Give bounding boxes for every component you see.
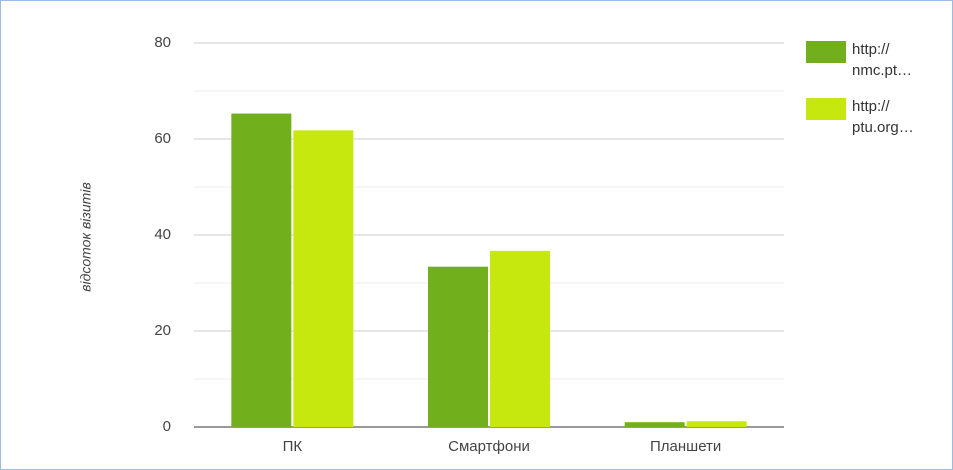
legend-swatch <box>806 98 846 120</box>
bar <box>686 421 747 427</box>
x-tick-label: Смартфони <box>448 438 530 455</box>
x-tick-label: Планшети <box>650 438 721 455</box>
legend-swatch <box>806 41 846 63</box>
bar <box>293 130 354 428</box>
y-tick-label: 40 <box>154 226 171 243</box>
y-tick-label: 60 <box>154 130 171 147</box>
x-tick-label: ПК <box>283 438 303 455</box>
y-axis-label: відсоток візитів <box>78 182 94 292</box>
y-tick-label: 80 <box>154 34 171 51</box>
y-tick-label: 0 <box>163 418 171 435</box>
bar <box>428 266 488 427</box>
legend-label: http:// ptu.org… <box>852 98 914 136</box>
bar <box>231 113 292 427</box>
bar <box>624 422 685 427</box>
legend-label: http:// nmc.pt… <box>852 41 913 79</box>
bar <box>490 250 550 427</box>
y-tick-label: 20 <box>154 322 171 339</box>
